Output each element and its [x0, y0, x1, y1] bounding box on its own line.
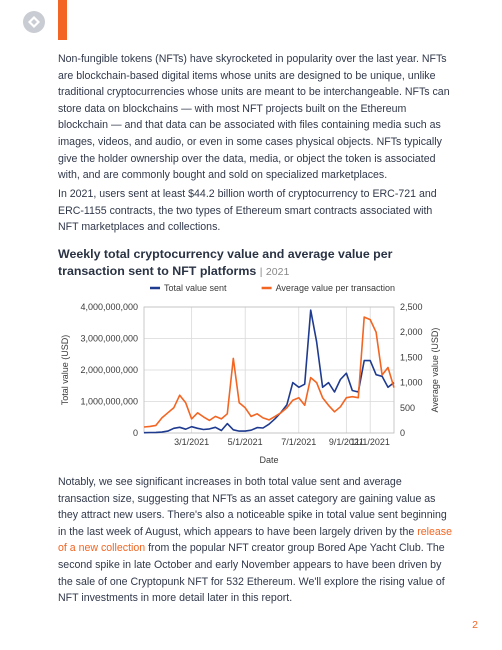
y-left-tick-label: 0 [133, 428, 138, 438]
y-right-tick-label: 1,000 [400, 378, 423, 388]
y-left-tick-label: 1,000,000,000 [80, 397, 138, 407]
x-tick-label: 11/1/2021 [351, 437, 390, 447]
line-chart: Total value sent Average value per transa… [60, 283, 440, 465]
plot-frame [143, 306, 395, 434]
y-right-tick-label: 0 [400, 428, 405, 438]
series-line [143, 316, 395, 428]
header-accent-bar [58, 0, 67, 40]
chart-title-text: Weekly total cryptocurrency value and av… [58, 247, 393, 278]
page-number: 2 [472, 619, 478, 631]
chart-title-divider: | [259, 266, 263, 278]
intro-paragraph: Non-fungible tokens (NFTs) have skyrocke… [58, 53, 450, 182]
legend-label: Average value per transaction [276, 283, 395, 293]
x-tick-label: 7/1/2021 [281, 437, 316, 447]
y-left-axis-title: Total value (USD) [60, 335, 70, 406]
y-right-axis-title: Average value (USD) [430, 328, 440, 413]
chart-title: Weekly total cryptocurrency value and av… [58, 246, 458, 281]
legend-label: Total value sent [164, 283, 227, 293]
analysis-text-start: Notably, we see significant increases in… [58, 476, 447, 538]
y-left-tick-label: 3,000,000,000 [80, 334, 138, 344]
collection-release-link[interactable]: release of a new collection [58, 525, 452, 555]
chart-year: 2021 [265, 266, 290, 278]
y-left-tick-label: 2,000,000,000 [80, 365, 138, 375]
x-tick-label: 5/1/2021 [228, 437, 263, 447]
y-right-tick-label: 2,500 [400, 302, 423, 312]
series-line [143, 309, 395, 434]
y-right-tick-label: 1,500 [400, 352, 423, 362]
company-logo-icon [23, 11, 45, 33]
summary-paragraph: In 2021, users sent at least $44.2 billi… [58, 188, 437, 234]
y-right-tick-label: 2,000 [400, 327, 423, 337]
y-left-tick-label: 4,000,000,000 [80, 302, 138, 312]
y-right-tick-label: 500 [400, 403, 415, 413]
analysis-text-end: from the popular NFT creator group Bored… [58, 542, 445, 605]
x-tick-label: 9/1/2021 [329, 437, 364, 447]
x-axis-title: Date [259, 455, 278, 465]
analysis-paragraph: Notably, we see significant increases in… [58, 474, 454, 607]
x-tick-label: 3/1/2021 [174, 437, 209, 447]
